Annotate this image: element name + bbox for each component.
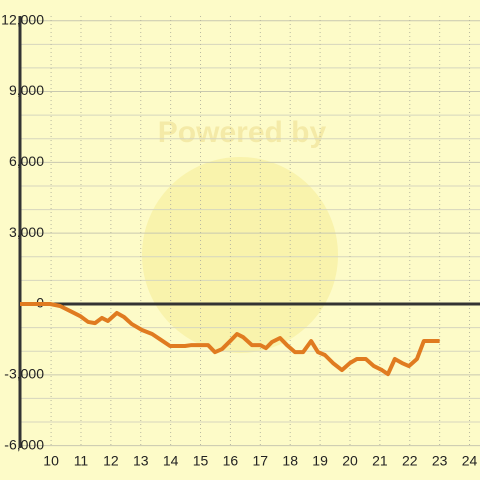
x-tick-label: 10 bbox=[43, 453, 59, 469]
y-tick-label: -6,000 bbox=[4, 436, 44, 452]
x-tick-label: 13 bbox=[133, 453, 149, 469]
y-tick-label: -3,000 bbox=[4, 366, 44, 382]
x-tick-label: 19 bbox=[312, 453, 328, 469]
watermark: Powered by bbox=[158, 116, 327, 149]
y-tick-label: 12,000 bbox=[1, 11, 44, 27]
x-tick-label: 11 bbox=[74, 453, 89, 469]
x-tick-label: 22 bbox=[402, 453, 418, 469]
x-tick-label: 21 bbox=[372, 453, 388, 469]
x-tick-label: 15 bbox=[193, 453, 209, 469]
x-tick-label: 14 bbox=[163, 453, 179, 469]
x-tick-label: 16 bbox=[223, 453, 239, 469]
x-tick-label: 24 bbox=[462, 453, 478, 469]
line bbox=[20, 302, 440, 377]
x-tick-label: 23 bbox=[432, 453, 448, 469]
y-tick-label: 3,000 bbox=[9, 224, 44, 240]
x-tick-label: 20 bbox=[342, 453, 358, 469]
y-tick-label: 9,000 bbox=[9, 82, 44, 98]
x-tick-label: 12 bbox=[103, 453, 119, 469]
x-tick-label: 18 bbox=[282, 453, 298, 469]
x-tick-label: 17 bbox=[253, 453, 269, 469]
y-tick-label: 6,000 bbox=[9, 153, 44, 169]
